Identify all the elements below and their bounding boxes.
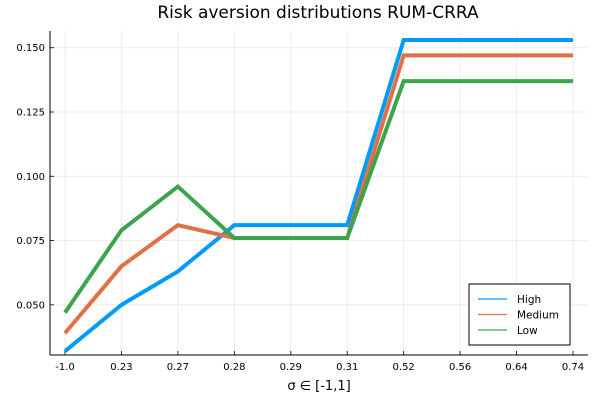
x-tick-label: 0.74 xyxy=(562,362,584,373)
x-tick-label: 0.56 xyxy=(449,362,471,373)
axes xyxy=(49,31,588,356)
x-tick-label: 0.52 xyxy=(393,362,415,373)
x-axis-label: σ ∈ [-1,1] xyxy=(287,379,350,394)
grid xyxy=(50,31,588,355)
series-line-high xyxy=(63,38,573,353)
y-tick-label: 0.150 xyxy=(16,43,45,54)
legend-label: High xyxy=(517,294,541,306)
y-tick-label: 0.050 xyxy=(16,300,45,311)
x-tick-label: 0.23 xyxy=(110,362,132,373)
x-tick-label: 0.28 xyxy=(223,362,245,373)
y-tick-label: 0.075 xyxy=(16,236,45,247)
x-tick-label: 0.64 xyxy=(505,362,527,373)
series-line-low xyxy=(63,79,573,314)
x-tick-labels: -1.0 0.23 0.27 0.28 0.29 0.31 0.52 0.56 0.64 0.74 xyxy=(55,351,584,373)
y-tick-label: 0.125 xyxy=(16,108,45,119)
x-tick-label: 0.29 xyxy=(280,362,302,373)
x-tick-label: 0.27 xyxy=(167,362,189,373)
y-tick-labels: 0.050 0.075 0.100 0.125 0.150 xyxy=(16,43,54,311)
legend-label: Medium xyxy=(517,310,559,322)
series-lines xyxy=(63,38,573,353)
legend-label: Low xyxy=(517,325,538,337)
legend: High Medium Low xyxy=(468,283,571,346)
y-tick-label: 0.100 xyxy=(16,172,45,183)
chart-title: Risk aversion distributions RUM-CRRA xyxy=(157,3,479,23)
x-tick-label: -1.0 xyxy=(55,362,75,373)
x-tick-label: 0.31 xyxy=(336,362,358,373)
